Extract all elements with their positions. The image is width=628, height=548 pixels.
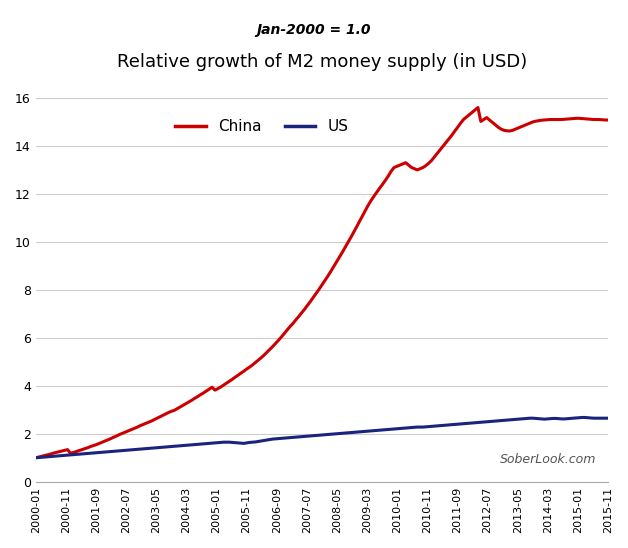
Title: Relative growth of M2 money supply (in USD): Relative growth of M2 money supply (in U… — [117, 53, 527, 71]
Text: SoberLook.com: SoberLook.com — [500, 453, 597, 466]
Text: Jan-2000 = 1.0: Jan-2000 = 1.0 — [257, 23, 371, 37]
Legend: China, US: China, US — [170, 113, 354, 140]
